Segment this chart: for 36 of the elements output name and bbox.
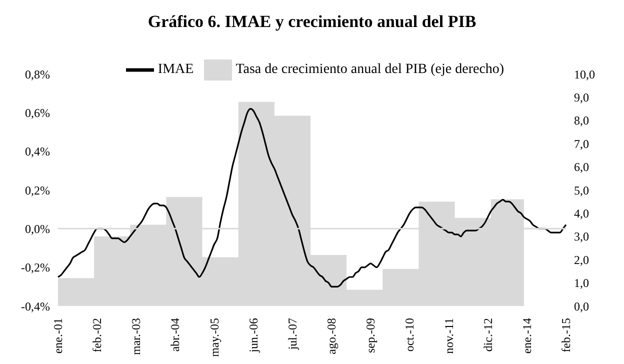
y-tick-label: 0,6% [25, 106, 50, 120]
x-tick-label: jul.-07 [285, 318, 300, 351]
y2-tick-label: 1,0 [574, 276, 589, 290]
x-tick-label: ago.-08 [324, 318, 339, 354]
x-tick-label: oct.-10 [402, 318, 417, 352]
y2-tick-label: 0,0 [574, 299, 589, 314]
x-tick-label: jun.-06 [246, 318, 260, 354]
legend-label: Tasa de crecimiento anual del PIB (eje derecho) [236, 62, 504, 78]
y2-tick-label: 10,0 [574, 67, 595, 82]
x-tick-label: dic.-12 [480, 318, 495, 352]
y-tick-label: -0,2% [21, 260, 50, 275]
y-tick-label: 0,0% [25, 222, 50, 236]
y2-tick-label: 6,0 [574, 160, 589, 174]
y-tick-label: 0,2% [25, 183, 50, 198]
y2-tick-label: 5,0 [574, 183, 589, 198]
y2-tick-label: 7,0 [574, 136, 589, 151]
y2-tick-label: 8,0 [574, 114, 589, 128]
x-tick-label: abr.-04 [168, 318, 182, 352]
legend-label: IMAE [158, 62, 194, 78]
y-tick-label: -0,4% [21, 299, 50, 314]
chart-title: Gráfico 6. IMAE y crecimiento anual del PIB [146, 12, 478, 32]
x-tick-label: sep.-09 [364, 318, 378, 353]
x-tick-label: feb.-02 [90, 318, 104, 352]
x-tick-label: may.-05 [207, 318, 222, 357]
y2-tick-label: 4,0 [574, 206, 589, 220]
y-tick-label: 0,4% [25, 144, 50, 159]
y2-tick-label: 9,0 [574, 90, 589, 104]
y-tick-label: 0,8% [25, 67, 50, 82]
x-tick-label: ene.-01 [51, 318, 65, 354]
x-tick-label: nov.-11 [442, 318, 456, 354]
x-tick-label: feb.-15 [559, 318, 573, 352]
x-tick-label: mar.-03 [129, 318, 144, 355]
x-tick-label: ene.-14 [520, 318, 534, 354]
line-series [57, 108, 567, 288]
y2-tick-label: 3,0 [574, 230, 589, 244]
y2-tick-label: 2,0 [574, 252, 589, 267]
